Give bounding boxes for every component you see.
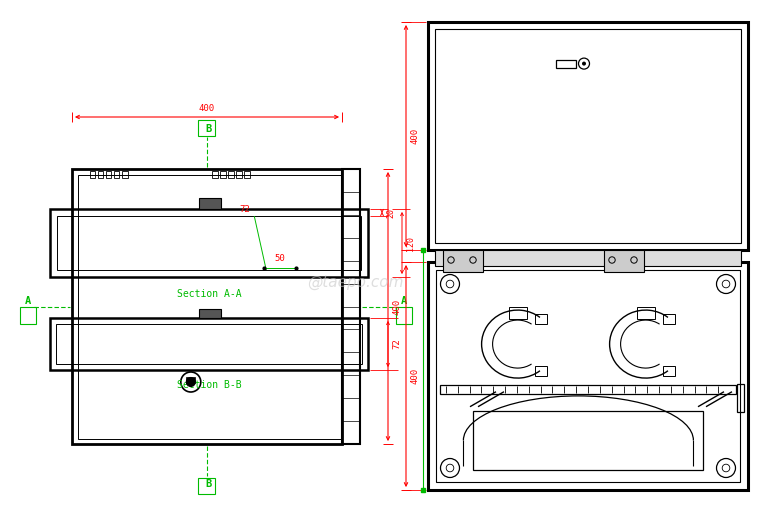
Text: 72: 72 [239, 205, 250, 214]
Bar [435, 29, 741, 243]
Text: B: B [205, 479, 211, 489]
Bar [106, 171, 111, 178]
Bar [78, 174, 342, 438]
Bar [199, 309, 221, 318]
Text: 400: 400 [392, 298, 401, 314]
Bar [428, 262, 748, 490]
Bar [98, 171, 103, 178]
Bar [428, 22, 748, 250]
Bar [212, 171, 217, 178]
Bar [199, 198, 221, 209]
Bar [220, 171, 226, 178]
Text: B: B [205, 124, 211, 134]
Bar [90, 171, 96, 178]
Bar [236, 171, 241, 178]
Bar [736, 385, 743, 412]
Text: 400: 400 [410, 128, 419, 144]
Bar [436, 270, 740, 482]
Text: A: A [25, 295, 31, 305]
Bar [535, 314, 546, 324]
Text: 400: 400 [410, 368, 419, 384]
Bar [435, 250, 741, 266]
Bar [56, 324, 362, 364]
Bar [187, 377, 195, 383]
Bar [396, 306, 412, 323]
Text: 50: 50 [275, 254, 285, 263]
Bar [198, 120, 215, 136]
Text: 120: 120 [406, 236, 415, 251]
Bar [20, 306, 36, 323]
Text: Section A-A: Section A-A [176, 289, 241, 299]
Bar [72, 169, 342, 444]
Bar [244, 171, 249, 178]
Bar [662, 314, 675, 324]
Text: 400: 400 [199, 104, 215, 113]
Bar [443, 250, 483, 272]
Bar [122, 171, 128, 178]
Bar [198, 478, 215, 494]
Bar [509, 307, 527, 319]
Bar [662, 366, 675, 376]
Bar [342, 169, 360, 444]
Bar [556, 60, 576, 68]
Circle shape [187, 378, 195, 387]
Bar [535, 366, 546, 376]
Text: 72: 72 [392, 339, 401, 350]
Bar [228, 171, 234, 178]
Bar [50, 209, 368, 277]
Bar [114, 171, 119, 178]
Text: Section B-B: Section B-B [176, 380, 241, 390]
Bar [637, 307, 655, 319]
Text: @taepo.com: @taepo.com [307, 275, 403, 289]
Text: A: A [401, 295, 407, 305]
Text: 20: 20 [386, 207, 395, 218]
Circle shape [582, 62, 586, 65]
Bar [440, 385, 736, 394]
Bar [473, 411, 703, 470]
Bar [50, 318, 368, 370]
Bar [604, 250, 644, 272]
Bar [57, 216, 361, 270]
